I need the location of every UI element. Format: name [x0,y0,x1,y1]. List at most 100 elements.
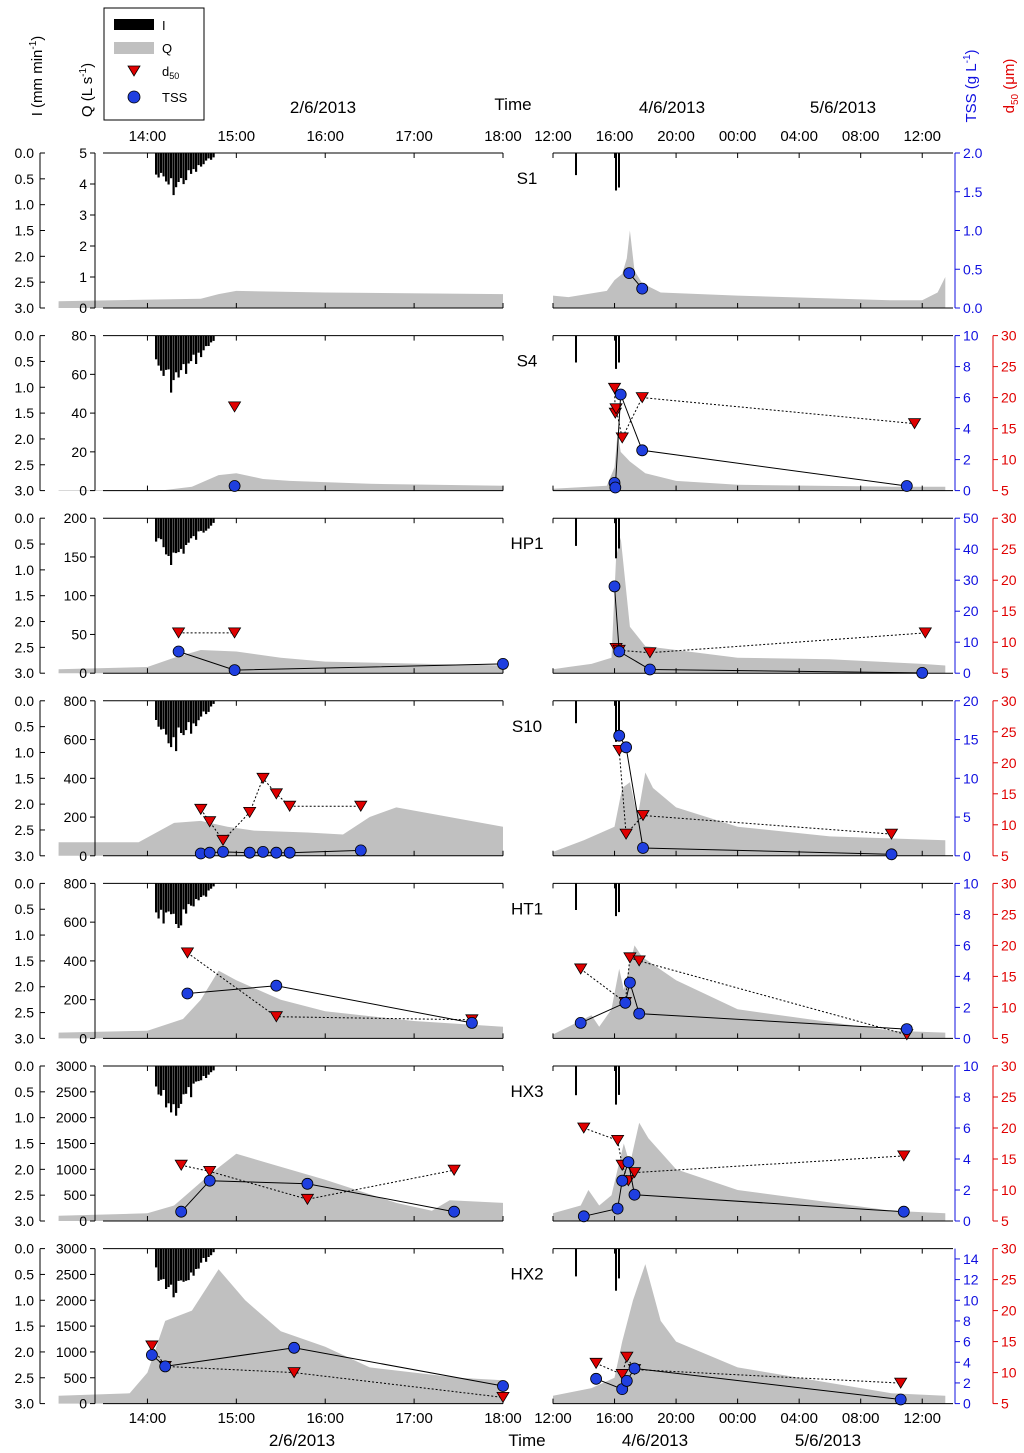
discharge-tick-label: 0 [79,1396,87,1412]
site-label: S10 [512,717,542,736]
rain-bar [170,518,173,565]
d50-tick-label: 25 [1001,1272,1017,1288]
rain-bar [195,883,198,899]
rain-bar [210,1066,213,1073]
site-label: HT1 [511,899,543,918]
rain-bar [202,335,205,351]
rain-bar [165,1066,168,1108]
bottom-date-right-a: 4/6/2013 [622,1431,688,1450]
rain-bars [155,518,620,565]
discharge-tick-label: 20 [71,444,87,460]
discharge-tick-label: 4 [79,176,87,192]
rain-bar [162,153,165,177]
rain-bar [187,153,190,171]
rain-bar [187,700,190,723]
rain-bar [210,700,213,707]
bottom-time-label: Time [508,1431,545,1450]
d50-tick-label: 30 [1001,510,1017,526]
d50-line-right [595,1355,901,1384]
flow-area-right [553,772,946,856]
rain-bar [212,518,215,523]
d50-point [607,382,622,395]
top-date-right-a: 4/6/2013 [639,98,705,117]
rain-bar [177,1248,180,1281]
rain-bar [187,1248,190,1281]
rain-bar [157,700,160,727]
tss-tick-label: 2.0 [963,145,983,161]
rain-bar [200,1248,203,1263]
rain-bars [155,883,620,928]
tss-tick-label: 4 [963,1151,971,1167]
rain-bar [175,700,178,752]
d50-point [573,963,588,975]
rain-bar [207,335,210,346]
tss-point [574,1017,587,1029]
rain-bar [210,335,213,343]
tss-tick-label: 12 [963,1272,979,1288]
tss-point [644,663,656,676]
rain-bar [205,1248,208,1262]
tss-point [497,658,509,670]
discharge-tick-label: 600 [64,732,88,748]
intensity-tick-label: 1.0 [15,562,35,578]
intensity-tick-label: 2.5 [15,1370,35,1386]
discharge-tick-label: 200 [64,992,88,1008]
intensity-tick-label: 3.0 [15,1030,35,1046]
discharge-tick-label: 0 [79,665,87,681]
d50-point [354,800,368,812]
rain-bar [175,1248,178,1293]
discharge-tick-label: 3000 [56,1058,87,1074]
tss-point [620,1375,633,1387]
discharge-tick-label: 2000 [56,1292,87,1308]
rain-bar [182,153,185,185]
time-tick-label-bottom: 14:00 [129,1410,167,1427]
discharge-tick-label: 5 [79,145,87,161]
discharge-tick-label: 2 [79,238,87,254]
intensity-tick-label: 0.5 [15,901,35,917]
rain-bar [167,518,170,556]
intensity-tick-label: 3.0 [15,665,35,681]
d50-point [216,834,230,847]
rain-bar [172,1066,175,1105]
d50-point [615,1369,629,1381]
time-tick-label-bottom: 17:00 [395,1410,433,1427]
rain-bar [172,518,175,553]
discharge-tick-label: 60 [71,366,87,382]
rain-bar [212,700,215,704]
rain-bar [165,700,168,735]
intensity-tick-label: 2.5 [15,1005,35,1021]
rain-bar [180,700,183,733]
rain-bar [185,1066,188,1094]
rain-bar [202,518,205,533]
rain-bar [575,700,577,724]
rain-bar [157,883,160,919]
d50-point [893,1377,908,1389]
tss-point [270,846,283,859]
discharge-tick-label: 0 [79,300,87,316]
rain-bar [167,335,170,370]
rain-bar [155,153,158,175]
rain-bar [212,883,215,887]
time-tick-label-top: 16:00 [306,128,344,145]
intensity-tick-label: 2.0 [15,1344,35,1360]
rain-bar [205,883,208,897]
intensity-tick-label: 2.5 [15,457,35,473]
rain-bar [162,1248,165,1280]
time-tick-label-bottom: 00:00 [719,1410,757,1427]
rain-bar [172,1248,175,1298]
rain-bar [172,153,175,196]
rain-bar [205,700,208,715]
intensity-tick-label: 1.5 [15,223,35,239]
time-tick-label-top: 12:00 [534,128,572,145]
flow-area-right [553,1122,946,1221]
panel-s1: 0.0 0.5 1.0 1.5 2.0 2.5 3.0 0 1 2 3 4 5 0.0 0.5 1.0 1.5 2… [15,145,983,316]
discharge-tick-label: 40 [71,405,87,421]
d50-tick-label: 10 [1001,1182,1017,1198]
rain-bar [172,335,175,381]
rain-bar [165,883,168,913]
rain-bar [180,1248,183,1281]
rain-bar [180,518,183,549]
rain-bar [207,883,210,891]
rain-bar [160,335,163,371]
intensity-tick-label: 0.0 [15,510,35,526]
